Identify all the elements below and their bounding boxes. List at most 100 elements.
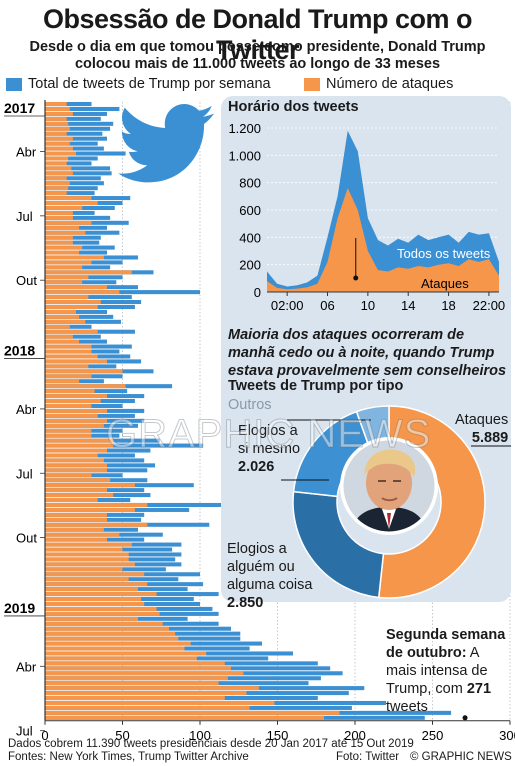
bar-total	[45, 191, 95, 196]
bar-attacks	[45, 478, 111, 483]
bar-attacks	[45, 280, 83, 285]
bar-attacks	[45, 413, 98, 418]
bar-attacks	[45, 527, 104, 532]
legend-total-swatch	[6, 77, 22, 91]
bar-attacks	[45, 542, 132, 547]
donut-label-someone: Elogios a alguém ou alguma coisa 2.850	[227, 540, 312, 612]
someone-line1: Elogios a	[227, 541, 287, 557]
x-tick-label: 22:00	[473, 298, 506, 313]
bar-attacks	[45, 329, 98, 334]
bar-total	[45, 136, 107, 141]
hour-area-chart: 0 200 400 600 800 1.000 1.200 02:00 06 10 14 18 22:0…	[228, 121, 506, 313]
bar-attacks	[45, 186, 69, 191]
y-tick-label: 1.200	[228, 121, 261, 136]
bar-attacks	[45, 334, 73, 339]
bar-attacks	[45, 562, 135, 567]
bar-attacks	[45, 161, 67, 166]
x-tick-label: 100	[189, 728, 211, 743]
bar-attacks	[45, 225, 80, 230]
month-label: Jul	[16, 724, 33, 739]
bar-attacks	[45, 567, 123, 572]
bar-total	[45, 166, 111, 171]
bar-attacks	[45, 686, 259, 691]
bar-attacks	[45, 384, 126, 389]
bar-attacks	[45, 344, 92, 349]
bar-total	[45, 151, 126, 156]
bar-total	[45, 290, 200, 295]
bar-total	[45, 215, 111, 220]
bar-attacks	[45, 255, 104, 260]
bar-attacks	[45, 295, 89, 300]
bar-total	[45, 131, 103, 136]
bar-attacks	[45, 671, 244, 676]
bar-attacks	[45, 210, 73, 215]
slice-praise-others	[292, 490, 385, 599]
bar-attacks	[45, 354, 98, 359]
attacks-name: Ataques	[455, 412, 509, 428]
bar-attacks	[45, 141, 70, 146]
bar-attacks	[45, 498, 98, 503]
x-tick-label: 200	[344, 728, 366, 743]
note-marker	[353, 275, 359, 281]
bar-attacks	[45, 626, 169, 631]
x-tick-label: 10	[361, 298, 375, 313]
bar-attacks	[45, 166, 72, 171]
donut-label-self: Elogios a si mesmo 2.026	[238, 422, 300, 476]
bar-attacks	[45, 394, 107, 399]
bar-attacks	[45, 285, 107, 290]
bar-attacks	[45, 116, 67, 121]
bar-attacks	[45, 374, 92, 379]
bar-attacks	[45, 314, 80, 319]
bar-attacks	[45, 592, 157, 597]
bar-total	[45, 443, 204, 448]
bar-attacks	[45, 151, 76, 156]
bar-total	[45, 141, 98, 146]
bar-attacks	[45, 220, 92, 225]
bar-attacks	[45, 582, 148, 587]
page-title: Obsessão de Donald Trump com o Twitter	[42, 4, 473, 65]
month-label: Jul	[16, 466, 33, 481]
bar-attacks	[45, 597, 142, 602]
bar-attacks	[45, 512, 107, 517]
y-tick-label: 1.000	[228, 148, 261, 163]
bar-attacks	[45, 230, 86, 235]
bar-attacks	[45, 245, 83, 250]
bar-attacks	[45, 705, 250, 710]
bar-attacks	[45, 517, 107, 522]
legend-total: Total de tweets de Trump por semana	[6, 76, 271, 92]
bar-attacks	[45, 611, 160, 616]
bar-attacks	[45, 364, 89, 369]
bar-attacks	[45, 235, 73, 240]
x-tick-label: 06	[320, 298, 334, 313]
month-label: Abr	[16, 402, 37, 417]
year-label: 2019	[4, 600, 35, 616]
bar-attacks	[45, 111, 73, 116]
peak-annotation-bold: Segunda semana de outubro:	[386, 627, 506, 661]
bar-attacks	[45, 651, 207, 656]
bar-attacks	[45, 300, 101, 305]
bar-attacks	[45, 349, 92, 354]
bar-attacks	[45, 621, 163, 626]
bar-attacks	[45, 250, 80, 255]
bar-attacks	[45, 443, 114, 448]
legend: Total de tweets de Trump por semana Núme…	[6, 76, 515, 94]
attacks-value: 5.889	[471, 430, 509, 446]
year-label: 2017	[4, 100, 35, 116]
bar-total	[45, 146, 104, 151]
twitter-bird-icon	[117, 104, 215, 189]
legend-attacks: Número de ataques	[304, 76, 453, 92]
bar-total	[45, 181, 104, 186]
bar-attacks	[45, 696, 225, 701]
year-label: 2018	[4, 343, 35, 359]
x-tick-label: 50	[115, 728, 129, 743]
bar-attacks	[45, 433, 92, 438]
x-tick-label: 14	[401, 298, 415, 313]
x-tick-label: 18	[441, 298, 455, 313]
month-label: Out	[16, 273, 37, 288]
bar-attacks	[45, 181, 70, 186]
footer-note: Dados cobrem 11.390 tweets presidenciais…	[8, 738, 414, 750]
bar-attacks	[45, 483, 135, 488]
bar-attacks	[45, 102, 67, 107]
bar-attacks	[45, 557, 129, 562]
bar-attacks	[45, 473, 92, 478]
